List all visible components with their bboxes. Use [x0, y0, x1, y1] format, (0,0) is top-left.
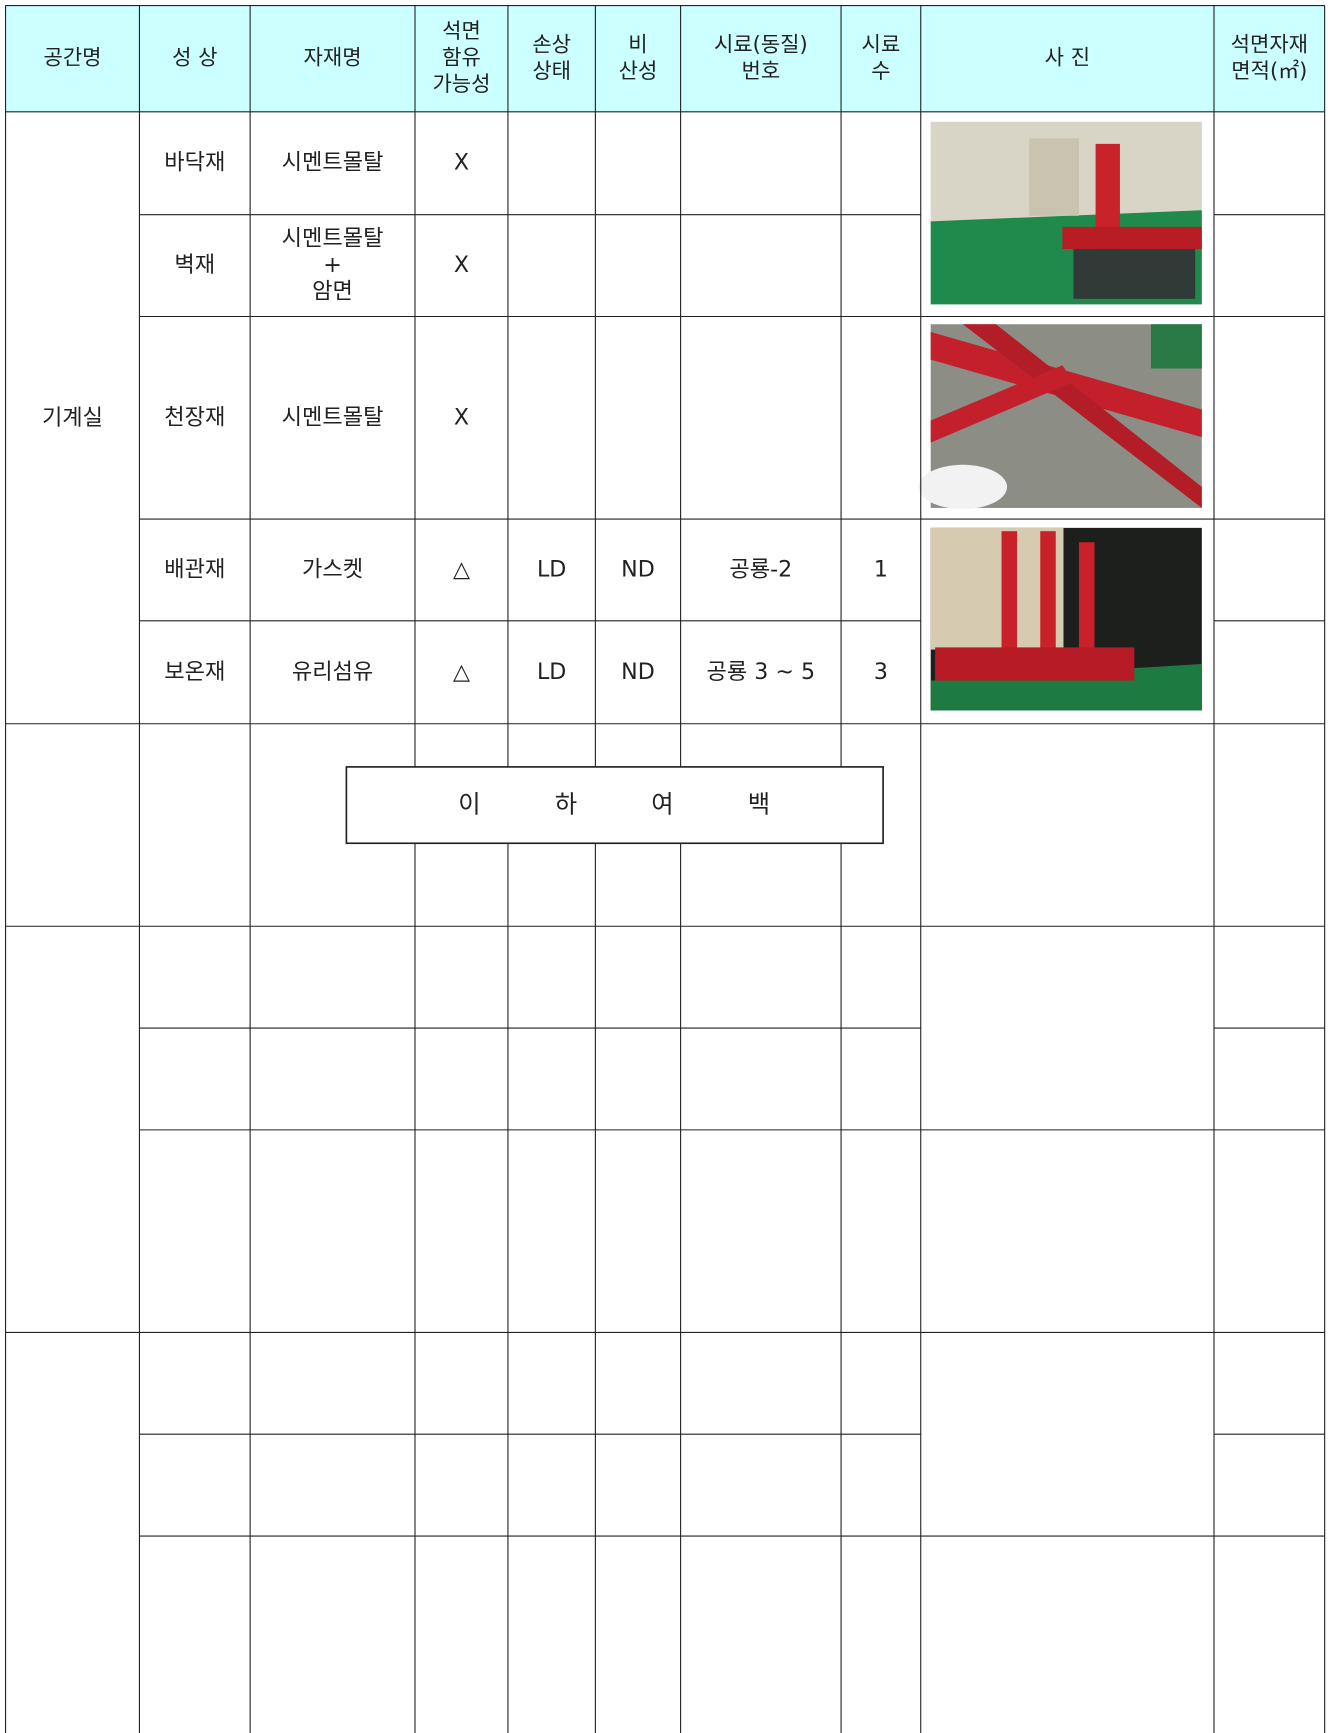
table-cell: LD: [537, 659, 566, 685]
header-cell: 번호: [741, 58, 780, 83]
table-cell: X: [454, 404, 469, 430]
space-name: 기계실: [42, 405, 103, 431]
table-cell: 벽재: [174, 252, 215, 278]
header-cell: 성 상: [172, 45, 217, 70]
table-cell: 천장재: [164, 404, 225, 430]
header-cell: 수: [871, 58, 890, 83]
table-cell: LD: [537, 556, 566, 582]
header-cell: 석면자재: [1231, 31, 1308, 56]
table-cell: X: [454, 252, 469, 278]
header-cell: 석면: [442, 18, 481, 43]
photos: [918, 121, 1202, 711]
header-cell: 비: [628, 31, 647, 56]
note-box: [345, 766, 884, 845]
header-cell: 시료: [862, 31, 901, 56]
header-cell: 시료(동질): [714, 31, 808, 56]
table-cell: 바닥재: [164, 150, 225, 176]
table-cell: 시멘트몰탈: [282, 226, 384, 252]
header-background: [5, 5, 1325, 112]
table-cell: 배관재: [164, 556, 225, 582]
header-cell: 공간명: [43, 45, 101, 70]
table-cell: 공룡 3 ~ 5: [707, 659, 816, 685]
table-cell: 암면: [312, 279, 353, 305]
table-cell: ND: [621, 659, 655, 685]
table-cell: 1: [874, 556, 888, 582]
table-cell: 시멘트몰탈: [282, 404, 384, 430]
header-cell: 상태: [532, 58, 571, 83]
table-cell: 보온재: [164, 659, 225, 685]
table-cell: X: [454, 150, 469, 176]
photo-3: [930, 527, 1202, 711]
header-cell: 가능성: [432, 71, 490, 96]
header-cell: 면적(㎡): [1231, 58, 1307, 83]
header-cell: 사 진: [1045, 45, 1090, 70]
table-cell: ND: [621, 556, 655, 582]
table-cell: △: [453, 659, 470, 685]
table-cell: 가스켓: [302, 556, 363, 582]
photo-1: [930, 121, 1202, 305]
header-cell: 함유: [442, 45, 481, 70]
header-cell: 자재명: [304, 45, 362, 70]
table-cell: 유리섬유: [292, 659, 373, 685]
table-cell: 공룡-2: [729, 556, 792, 582]
table-grid: [4, 4, 1326, 1733]
table-cell: +: [323, 252, 342, 278]
photo-2: [918, 324, 1202, 510]
note-text: 이 하 여 백: [458, 790, 770, 819]
table-cell: △: [453, 556, 470, 582]
header-cell: 산성: [619, 58, 658, 83]
table-cell: 3: [874, 659, 888, 685]
table-cell: 시멘트몰탈: [282, 150, 384, 176]
header-cell: 손상: [532, 31, 571, 56]
